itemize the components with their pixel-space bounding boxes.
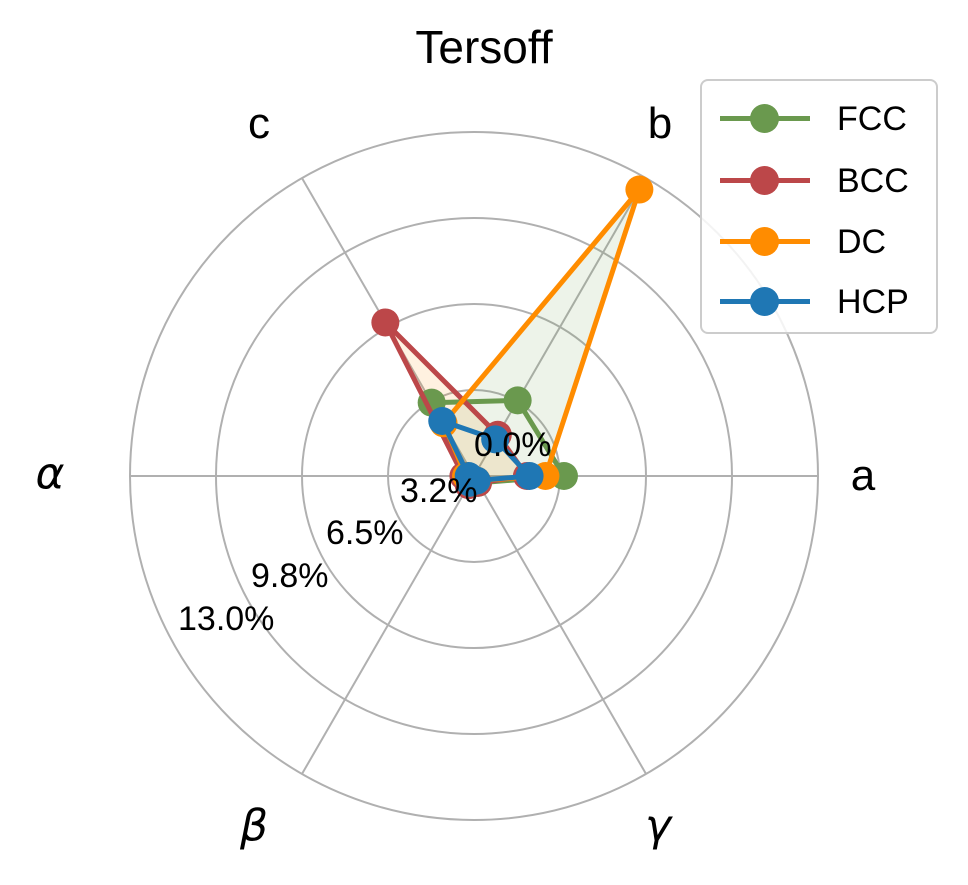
data-point-marker [515,462,544,490]
radial-tick-3: 9.8% [251,557,329,595]
data-point-marker [462,466,491,495]
legend-label: HCP [837,283,909,321]
axis-label-a: a [850,451,876,500]
legend-marker-icon [750,166,779,195]
series-hcp [428,407,544,497]
legend-marker-icon [750,227,779,256]
radial-tick-0: 0.0% [474,426,552,464]
data-point-marker [371,308,400,337]
axis-label-beta: β [239,800,269,852]
legend-marker-icon [750,287,779,316]
radial-tick-2: 6.5% [326,514,404,552]
series-lines [371,175,654,500]
axis-label-b: b [647,99,673,148]
data-point-marker [625,175,654,204]
legend-label: FCC [837,100,907,138]
legend-marker-icon [750,104,779,133]
grid-spoke [301,475,475,775]
legend-item-bcc: BCC [702,161,936,201]
grid-spoke [473,475,647,775]
legend-item-dc: DC [702,222,936,262]
legend-item-hcp: HCP [702,282,936,322]
series-fill-dc [443,189,640,483]
axis-label-alpha: α [35,448,65,500]
axis-label-gamma: γ [644,800,672,852]
radial-tick-4: 13.0% [178,600,275,638]
chart-title: Tersoff [415,21,553,73]
data-point-marker [503,386,532,415]
legend: FCC BCC DC HCP [700,79,938,334]
data-point-marker [428,407,457,436]
data-point-marker [481,425,510,454]
legend-label: DC [837,223,887,261]
legend-item-fcc: FCC [702,99,936,139]
radial-tick-1: 3.2% [400,472,478,510]
axis-label-c: c [248,99,270,148]
legend-label: BCC [837,162,909,200]
